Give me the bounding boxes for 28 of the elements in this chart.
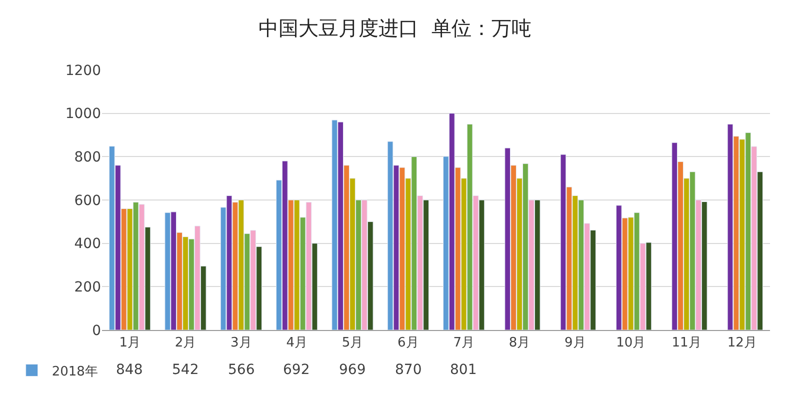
data-label: 848: [116, 362, 143, 378]
y-tick-label: 200: [74, 280, 101, 296]
y-tick-label: 0: [92, 322, 101, 339]
chart-title: 中国大豆月度进口 单位：万吨: [258, 16, 532, 40]
x-tick-label: 9月: [564, 336, 586, 351]
data-label: 801: [450, 362, 477, 378]
data-label: 542: [172, 362, 199, 378]
x-tick-label: 2月: [174, 336, 196, 351]
x-tick-label: 4月: [286, 336, 308, 351]
y-tick-label: 1000: [65, 106, 101, 122]
data-label: 566: [228, 362, 255, 378]
y-tick-label: 600: [74, 192, 101, 209]
x-tick-label: 3月: [230, 336, 252, 351]
y-tick-label: 1200: [65, 62, 101, 79]
legend-label: 2018年: [52, 364, 98, 380]
data-label: 870: [395, 362, 422, 378]
y-tick-label: 400: [74, 236, 101, 252]
x-tick-label: 10月: [616, 336, 646, 351]
x-tick-label: 11月: [672, 336, 702, 351]
data-label: 969: [339, 362, 366, 378]
x-tick-label: 7月: [453, 336, 474, 351]
x-tick-label: 6月: [398, 336, 419, 351]
x-tick-label: 1月: [119, 336, 140, 351]
y-tick-label: 800: [74, 150, 101, 166]
data-label: 692: [283, 362, 310, 378]
x-tick-label: 12月: [727, 336, 757, 351]
x-tick-label: 8月: [508, 336, 530, 351]
x-tick-label: 5月: [342, 336, 364, 351]
